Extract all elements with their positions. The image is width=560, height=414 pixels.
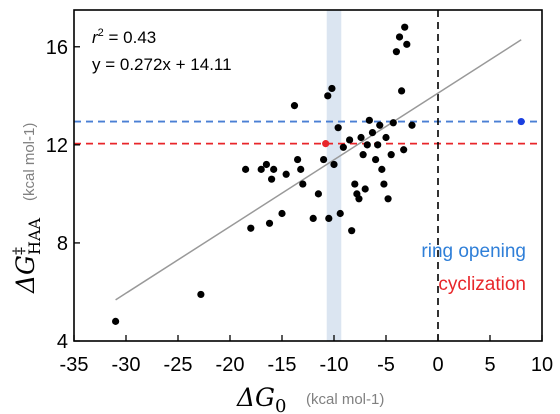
data-point-s0-33 <box>363 141 371 149</box>
data-point-s0-36 <box>372 155 380 164</box>
x-tick-label: 5 <box>484 354 495 376</box>
x-tick-label: 10 <box>531 354 553 376</box>
data-point-s2-0 <box>517 117 525 126</box>
r-squared-annotation: r2 = 0.43 <box>92 27 156 47</box>
data-point-s0-44 <box>389 119 397 127</box>
svg-text:ΔG‡HAA: ΔG‡HAA <box>9 217 44 294</box>
data-point-s0-43 <box>387 151 395 159</box>
y-axis-symbol: ΔG <box>11 255 40 294</box>
data-point-s0-45 <box>392 48 400 56</box>
data-point-s0-11 <box>290 102 299 110</box>
reference-lines-layer <box>74 10 542 341</box>
x-tick-label: -15 <box>268 354 297 376</box>
data-point-s0-21 <box>330 160 338 169</box>
x-axis-symbol: ΔG <box>236 383 275 412</box>
data-point-s0-25 <box>346 136 354 144</box>
data-point-s0-49 <box>401 23 409 31</box>
data-point-s0-22 <box>334 124 342 132</box>
plot-frame <box>73 9 543 342</box>
data-point-s0-48 <box>400 146 408 154</box>
x-axis-label: ΔG0 (kcal mol-1) <box>236 383 384 414</box>
data-point-s0-20 <box>328 84 336 93</box>
data-point-s0-7 <box>268 175 276 183</box>
data-point-s0-40 <box>380 180 388 188</box>
data-point-s0-46 <box>395 33 404 41</box>
data-point-s0-31 <box>359 151 367 159</box>
data-point-s0-1 <box>197 290 205 299</box>
data-point-s0-23 <box>336 209 344 218</box>
x-tick-label: -25 <box>164 354 193 376</box>
r-squared-r: r <box>92 28 99 47</box>
data-point-s0-41 <box>382 133 390 142</box>
fit-line <box>115 39 522 301</box>
r-squared-exponent: 2 <box>98 27 104 39</box>
x-tick-label: -10 <box>320 354 349 376</box>
x-axis-subscript: 0 <box>275 396 286 414</box>
fit-equation: y = 0.272x + 14.11 <box>92 55 232 74</box>
data-point-s0-17 <box>320 155 328 164</box>
data-point-s0-4 <box>257 165 265 173</box>
axis-ticks-layer: -35 -30 -25 -20 -15 -10 -5 0 5 10 4 8 12 16 <box>46 37 553 376</box>
data-point-s0-8 <box>270 165 278 173</box>
y-axis-label: ΔG‡HAA (kcal mol-1) <box>9 123 44 294</box>
x-tick-label: -35 <box>60 354 89 376</box>
x-tick-label: 0 <box>432 354 443 376</box>
y-tick-label: 16 <box>46 37 68 59</box>
data-point-s0-12 <box>294 155 302 164</box>
legend-cyclization: cyclization <box>438 274 526 295</box>
data-point-s1-0 <box>322 140 330 148</box>
data-point-s0-50 <box>403 40 411 48</box>
data-point-s0-2 <box>242 165 250 173</box>
data-point-s0-10 <box>282 170 290 178</box>
data-point-s0-38 <box>376 121 384 129</box>
x-axis-unit: (kcal mol-1) <box>306 391 384 408</box>
data-point-s0-16 <box>314 190 322 198</box>
shaded-band-layer <box>326 10 342 341</box>
data-point-s0-47 <box>398 87 406 95</box>
data-point-s0-0 <box>112 317 120 325</box>
x-tick-label: -30 <box>112 354 141 376</box>
data-point-s0-18 <box>324 92 332 100</box>
data-point-s0-29 <box>355 195 363 203</box>
x-tick-label: -20 <box>216 354 245 376</box>
data-point-s0-5 <box>262 160 270 169</box>
data-point-s0-32 <box>361 185 369 193</box>
data-point-s0-42 <box>384 195 392 203</box>
data-point-s0-15 <box>309 214 317 223</box>
x-tick-label: -5 <box>377 354 395 376</box>
data-point-s0-26 <box>348 227 356 235</box>
data-point-s0-27 <box>351 180 359 188</box>
data-point-s0-19 <box>325 214 333 223</box>
y-tick-label: 8 <box>57 233 68 255</box>
data-point-s0-39 <box>378 165 386 173</box>
y-tick-label: 4 <box>57 331 68 353</box>
y-axis-subscript: HAA <box>25 217 44 255</box>
data-point-s0-30 <box>357 133 365 142</box>
data-point-s0-3 <box>247 224 255 232</box>
fit-line-layer <box>115 39 522 301</box>
data-point-s0-34 <box>365 116 373 124</box>
data-point-s0-14 <box>299 180 307 188</box>
y-axis-unit: (kcal mol-1) <box>21 123 38 201</box>
data-point-s0-24 <box>339 143 347 151</box>
svg-text:ΔG0: ΔG0 <box>236 383 286 414</box>
r-squared-value: = 0.43 <box>104 28 156 47</box>
data-point-s0-37 <box>374 141 382 149</box>
y-axis-superscript: ‡ <box>9 247 28 255</box>
data-point-s0-13 <box>297 165 305 173</box>
legend-ring-opening: ring opening <box>421 241 526 262</box>
data-point-s0-9 <box>278 209 286 218</box>
data-point-s0-35 <box>368 128 377 137</box>
y-tick-label: 12 <box>46 135 68 157</box>
data-point-s0-6 <box>265 219 274 227</box>
data-point-s0-51 <box>408 121 416 129</box>
data-points-layer <box>112 23 525 325</box>
shaded-band <box>326 10 342 341</box>
